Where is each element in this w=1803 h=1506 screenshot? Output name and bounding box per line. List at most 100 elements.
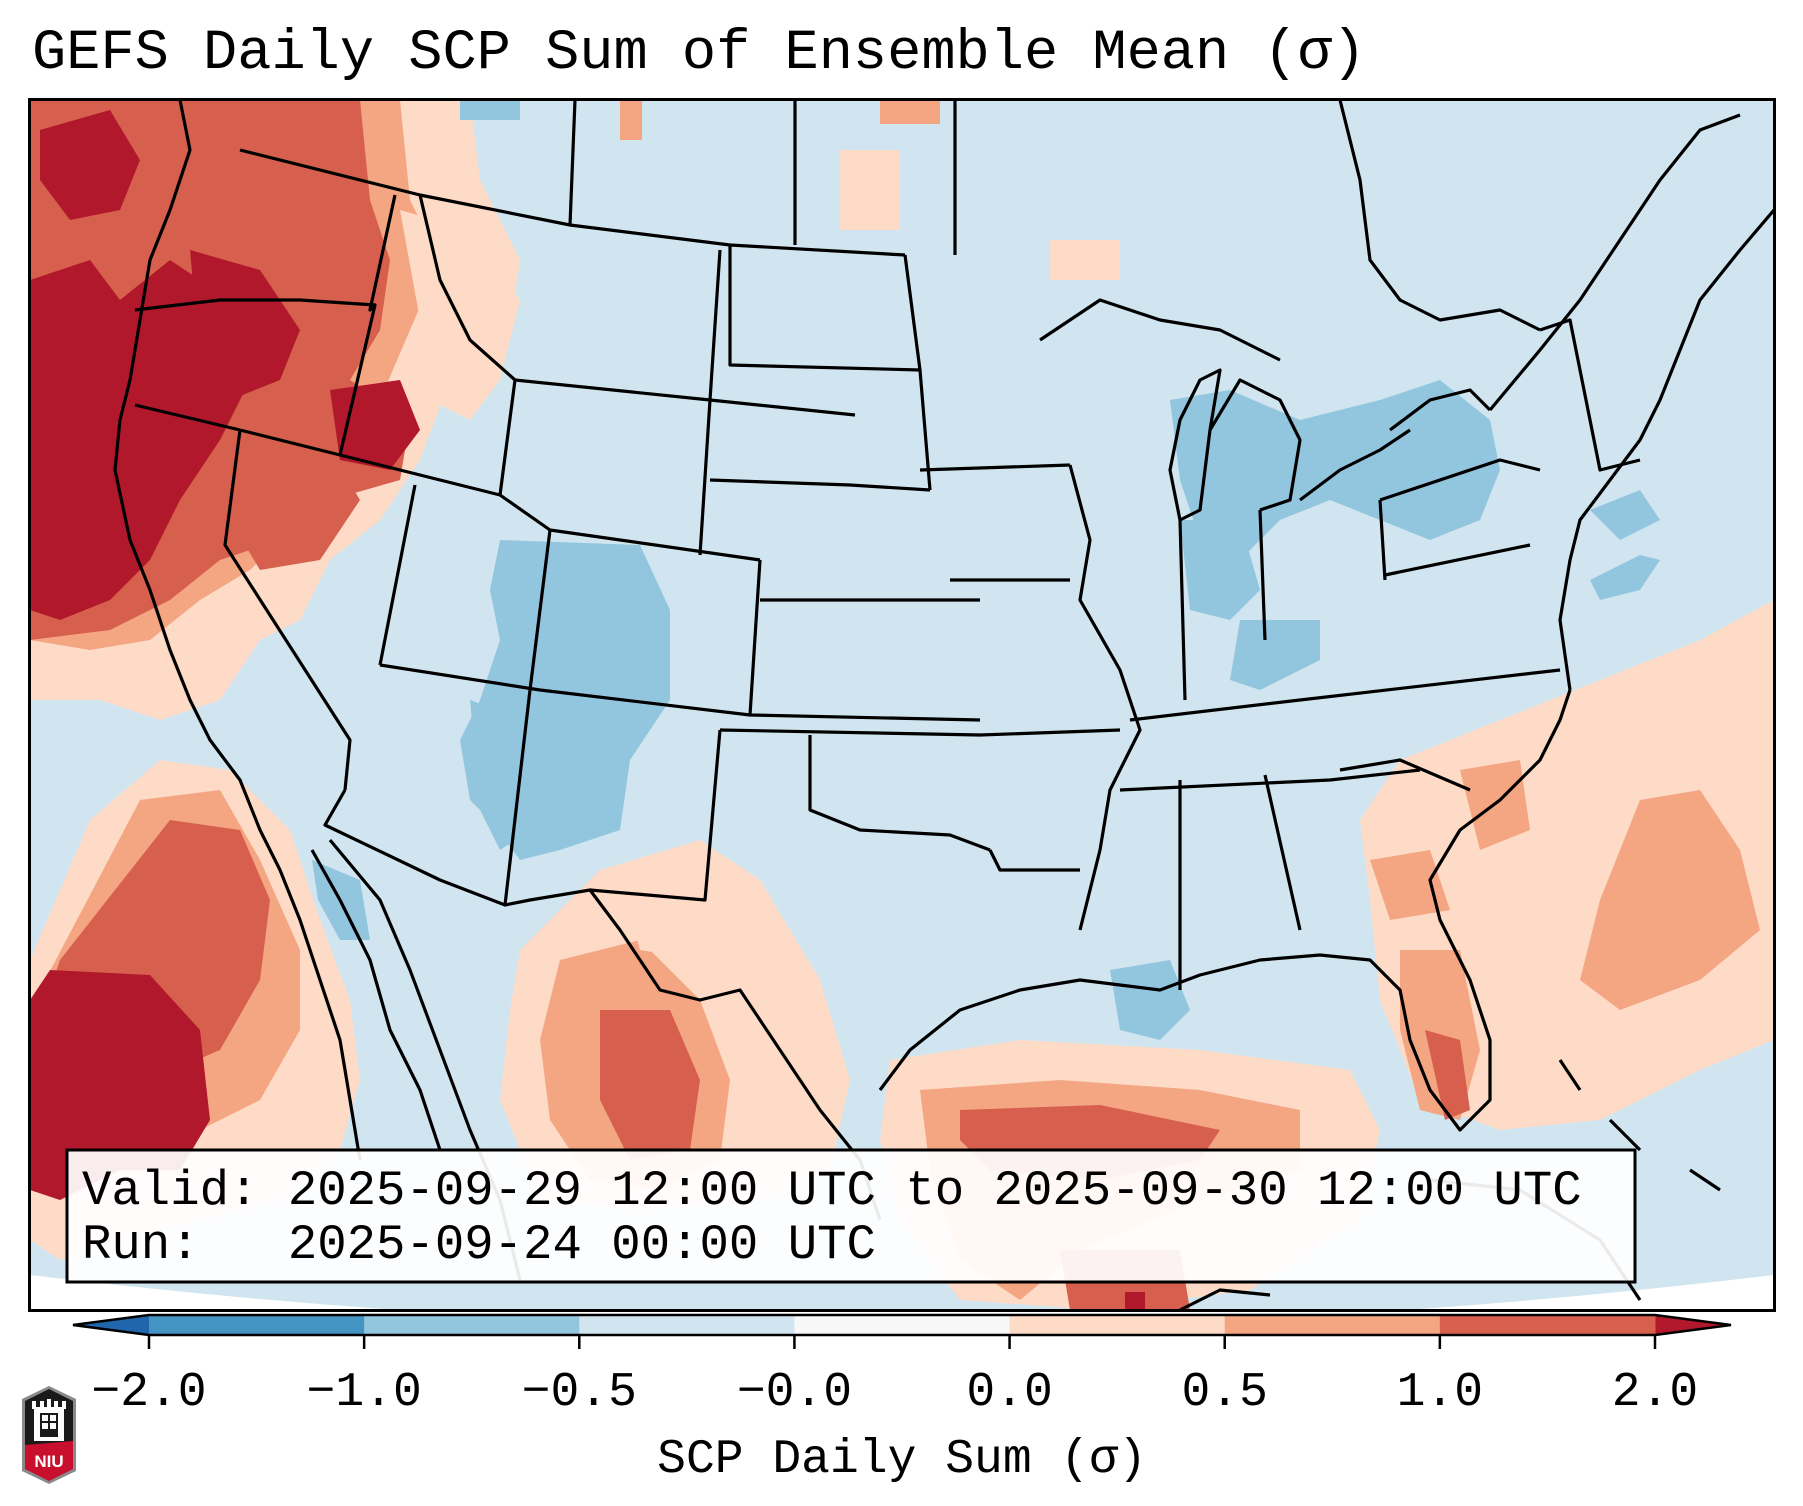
border-four-corners-ew — [379, 663, 981, 722]
border-ky-tn — [1129, 668, 1561, 722]
coastline-yucatan — [1179, 1288, 1271, 1310]
coastline-bahamas — [1558, 1059, 1721, 1192]
colorbar-tick-label: −2.0 — [91, 1366, 206, 1420]
border-pa-north — [1379, 458, 1541, 502]
cell-montana — [620, 100, 642, 140]
colorbar-segment — [794, 1315, 1011, 1335]
border-new-england — [1539, 318, 1641, 472]
region-lakes-blue — [1170, 380, 1500, 560]
border-mo-ar — [979, 728, 1121, 737]
border-id-mt — [418, 194, 517, 496]
border-canada-interior — [1338, 100, 1541, 332]
border-oh-pa — [1378, 499, 1387, 581]
border-or-ca — [134, 403, 501, 497]
border-co-east — [748, 559, 762, 716]
border-nm-tx — [589, 729, 722, 902]
colorbar-under-triangle — [73, 1315, 149, 1335]
region-mexico-strong — [600, 1010, 700, 1160]
colorbar-tick-label: 1.0 — [1397, 1366, 1483, 1420]
colorbar-ticks: −2.0 −1.0 −0.5 −0.0 0.0 0.5 1.0 2.0 — [91, 1335, 1698, 1420]
region-atlantic-mid — [1580, 790, 1760, 1010]
border-id-wa — [338, 194, 397, 456]
coastline-atlantic-north — [1558, 208, 1774, 691]
lower-michigan — [1208, 378, 1302, 512]
colorbar-segment — [1439, 1315, 1656, 1335]
niu-logo-icon: NIU — [22, 1386, 76, 1484]
cell-canada-blue — [460, 100, 520, 120]
border-wy-east — [698, 249, 722, 556]
colorbar-segment — [149, 1315, 365, 1335]
region-baja-extreme — [30, 970, 210, 1200]
region-west-texas-light — [620, 860, 740, 960]
map-frame — [28, 98, 1776, 1312]
map-field — [30, 100, 1774, 1310]
region-georgia-mid — [1370, 850, 1450, 920]
border-sc — [1339, 758, 1471, 792]
region-indiana-blue — [1180, 520, 1260, 620]
border-il-in — [1178, 519, 1187, 701]
lake-michigan — [1168, 368, 1222, 522]
region-atlantic-blue — [1590, 555, 1660, 600]
colorbar — [72, 1313, 1732, 1337]
region-rockies-blue — [460, 540, 670, 860]
colorbar-segment — [1009, 1315, 1226, 1335]
region-pnw-extreme — [30, 260, 250, 620]
annotation-box: Valid: 2025-09-29 12:00 UTC to 2025-09-3… — [65, 1148, 1637, 1284]
border-mn-west — [903, 254, 932, 491]
border-in-oh — [1258, 509, 1267, 641]
border-canada-west — [568, 100, 577, 226]
cell-canada — [880, 100, 940, 124]
colorbar-segment — [1224, 1315, 1441, 1335]
border-ok-tx — [808, 735, 991, 852]
cell-north-dakota — [840, 150, 900, 230]
border-ut-co-az-nm — [503, 529, 552, 906]
border-nd — [728, 245, 921, 372]
chart-title: GEFS Daily SCP Sum of Ensemble Mean (σ) — [32, 22, 1367, 86]
coastline-gulf-california — [310, 849, 442, 1151]
border-tn-south — [1119, 768, 1421, 792]
colorbar-tick-label: 0.0 — [966, 1366, 1052, 1420]
border-wa-or — [134, 298, 376, 312]
border-nv-ut — [378, 484, 417, 666]
niu-logo-text: NIU — [34, 1452, 63, 1471]
lake-superior-shore — [1039, 298, 1281, 362]
colorbar-over-triangle — [1655, 1315, 1731, 1335]
colorbar-segment — [579, 1315, 795, 1335]
region-montana-light — [400, 210, 520, 420]
border-ar-la — [988, 849, 1080, 872]
border-us-mexico — [323, 789, 882, 1221]
colorbar-tick-label: −1.0 — [307, 1366, 422, 1420]
colorbar-segment — [364, 1315, 580, 1335]
border-ca-nv — [223, 429, 352, 791]
border-pa-south — [1384, 543, 1531, 577]
border-ia-north — [919, 463, 1071, 472]
st-lawrence — [1488, 113, 1741, 412]
lake-erie — [1299, 428, 1411, 502]
border-ks-ok — [719, 728, 981, 737]
region-ne-offshore-blue — [1590, 490, 1660, 540]
region-kentucky-blue — [1230, 620, 1320, 690]
annotation-valid: Valid: 2025-09-29 12:00 UTC to 2025-09-3… — [82, 1163, 1582, 1219]
colorbar-tick-label: −0.5 — [522, 1366, 637, 1420]
region-oregon-extreme — [190, 250, 300, 400]
region-gulf-extreme — [1125, 1292, 1145, 1310]
region-florida-strong — [1425, 1030, 1470, 1120]
colorbar-label: SCP Daily Sum (σ) — [657, 1433, 1147, 1487]
colorbar-tick-label: −0.0 — [737, 1366, 852, 1420]
coastline-pacific — [113, 100, 362, 1161]
colorbar-tick-label: 2.0 — [1612, 1366, 1698, 1420]
annotation-background — [65, 1148, 1637, 1284]
region-louisiana-blue — [1110, 960, 1190, 1040]
colorbar-tick-label: 0.5 — [1182, 1366, 1268, 1420]
border-al-ga — [1263, 774, 1302, 931]
border-mississippi-river — [1068, 464, 1142, 931]
borders — [113, 100, 1774, 1310]
border-sd-ne — [709, 478, 931, 492]
coastline-gulf — [878, 689, 1572, 1132]
annotation-run: Run: 2025-09-24 00:00 UTC — [82, 1217, 876, 1273]
lake-ontario — [1389, 388, 1492, 432]
region-wa-extreme — [40, 110, 140, 220]
cell-minnesota — [1050, 240, 1120, 280]
region-nevada-red — [230, 440, 360, 570]
